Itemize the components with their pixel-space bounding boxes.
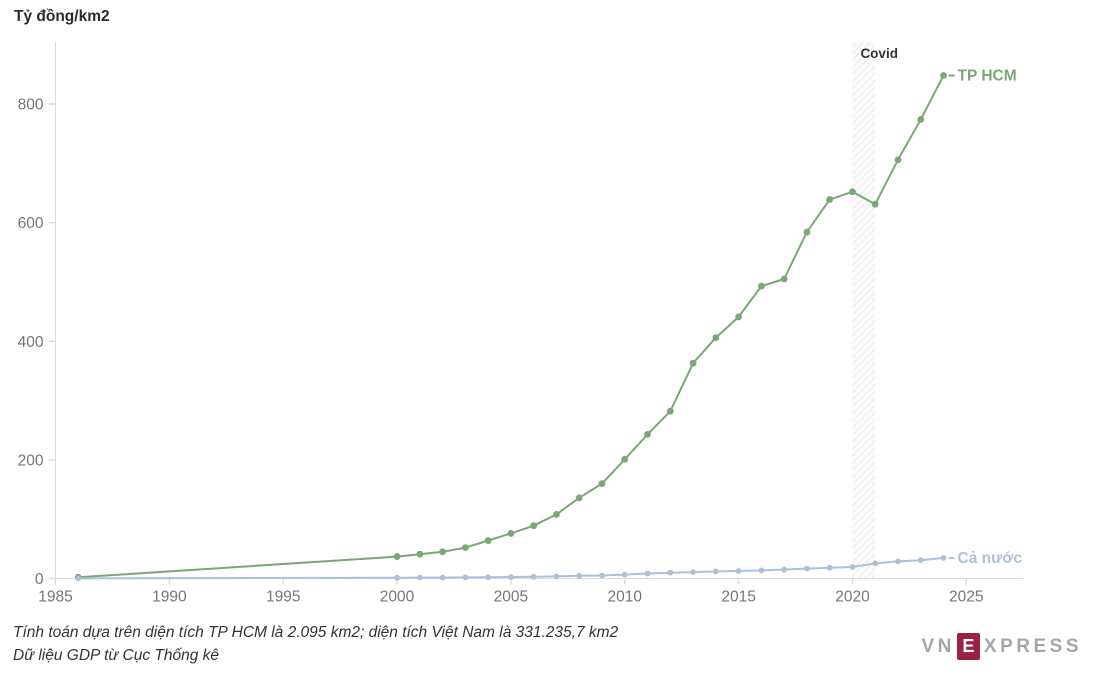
- data-point: [690, 569, 696, 575]
- data-point: [895, 558, 901, 565]
- data-point: [644, 430, 651, 438]
- data-point: [553, 573, 560, 580]
- data-point: [803, 228, 811, 236]
- data-point: [575, 494, 583, 502]
- footnote-source: Dữ liệu GDP từ Cục Thống kê: [13, 647, 220, 664]
- logo-suffix: XPRESS: [983, 635, 1082, 657]
- data-point: [849, 188, 856, 196]
- data-point: [507, 530, 515, 537]
- x-tick-label: 1990: [152, 589, 187, 606]
- x-tick-label: 2000: [380, 589, 415, 606]
- data-point: [75, 575, 82, 582]
- data-point: [393, 553, 401, 560]
- data-point: [757, 282, 765, 290]
- data-point: [621, 455, 629, 463]
- logo-prefix: VN: [921, 635, 955, 657]
- data-point: [689, 359, 697, 367]
- data-point: [712, 334, 720, 342]
- data-point: [917, 557, 924, 564]
- data-point: [917, 116, 925, 123]
- y-tick-label: 0: [35, 571, 44, 588]
- data-point: [758, 567, 765, 574]
- data-point: [826, 196, 834, 203]
- y-tick-label: 600: [18, 215, 44, 232]
- data-point: [735, 313, 742, 321]
- data-point: [940, 554, 947, 561]
- x-tick-label: 2010: [608, 589, 643, 606]
- data-point: [530, 522, 538, 530]
- x-tick-label: 2005: [494, 589, 528, 606]
- data-point: [484, 537, 492, 544]
- data-point: [826, 564, 833, 571]
- data-point: [804, 565, 810, 572]
- data-point: [849, 564, 856, 570]
- data-point: [485, 574, 492, 581]
- covid-annotation-label: Covid: [860, 46, 898, 61]
- series-label: Cả nước: [958, 550, 1023, 567]
- data-point: [576, 572, 583, 579]
- data-point: [508, 574, 514, 580]
- x-tick-label: 1985: [38, 589, 72, 606]
- data-point: [530, 573, 537, 580]
- data-point: [666, 407, 674, 415]
- data-point: [416, 550, 424, 558]
- data-point: [667, 569, 674, 576]
- series-line-canuoc: [78, 556, 944, 580]
- x-tick-label: 1995: [266, 589, 300, 606]
- data-point: [894, 156, 902, 164]
- chart-footnotes: Tính toán dựa trên diện tích TP HCM là 2…: [13, 621, 618, 667]
- data-point: [394, 574, 400, 581]
- covid-band: [852, 43, 876, 579]
- data-point: [416, 574, 423, 581]
- gdp-density-line-chart: 0 200 400 600 800 1985 1990 1995 2000 2005 2010 201…: [18, 42, 1023, 606]
- data-point: [735, 568, 742, 574]
- data-point: [644, 570, 651, 577]
- data-point: [553, 511, 560, 518]
- vnexpress-logo: VN E XPRESS: [922, 633, 1083, 660]
- data-point: [461, 544, 469, 552]
- y-tick-label: 200: [18, 452, 44, 469]
- x-tick-label: 2015: [721, 589, 755, 606]
- data-point: [621, 571, 628, 578]
- y-tick-label: 800: [18, 97, 44, 114]
- page-title: Tỷ đồng/km2: [14, 8, 110, 25]
- data-point: [599, 572, 605, 579]
- data-point: [712, 568, 719, 575]
- data-point: [439, 574, 446, 581]
- data-point: [439, 548, 446, 556]
- series-line-tphcm: [78, 75, 945, 579]
- data-point: [872, 560, 879, 567]
- data-point: [462, 574, 469, 581]
- data-point: [871, 200, 879, 208]
- footnote-area: Tính toán dựa trên diện tích TP HCM là 2…: [13, 624, 619, 641]
- y-tick-label: 400: [18, 334, 44, 351]
- data-point: [940, 72, 947, 79]
- x-tick-label: 2025: [949, 589, 983, 606]
- logo-e-icon: E: [956, 633, 980, 660]
- data-point: [781, 566, 788, 573]
- x-tick-label: 2020: [835, 589, 870, 606]
- data-point: [598, 480, 606, 487]
- series-label: TP HCM: [958, 68, 1017, 85]
- data-point: [780, 275, 788, 283]
